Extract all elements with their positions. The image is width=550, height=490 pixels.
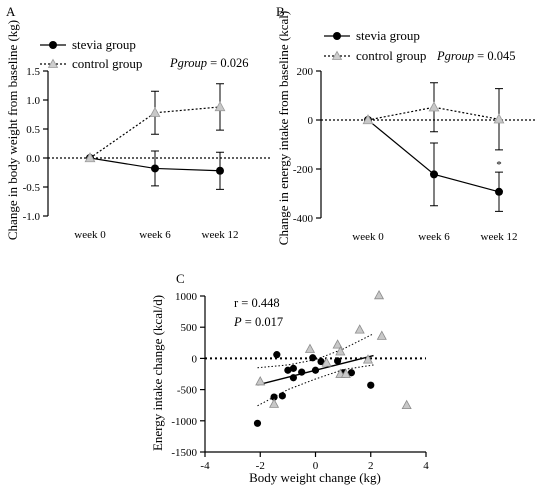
scatter-point [289,374,297,382]
panel-b-axes: -400 -200 0 200 week 0 week 6 week 12 [293,66,536,243]
panel-c-r-annotation: r = 0.448 [234,296,280,310]
panel-a: A -1.0 -0.5 0.0 0.5 1.0 1.5 week 0 week 6 week 1… [5,4,270,241]
scatter-point [347,369,356,377]
scatter-point [309,354,317,362]
panel-a-y-axis-label: Change in body weight from baseline (kg) [5,20,20,240]
panel-a-stat: Pgroup = 0.026 [169,56,248,70]
series-control [362,82,505,151]
scatter-point [298,368,306,376]
x-tick-label: 4 [423,460,429,472]
data-point [430,170,438,179]
scatter-point [367,381,375,389]
scatter-point [304,343,316,353]
y-tick-label: 500 [181,322,198,334]
x-tick-label: 0 [313,460,319,472]
scatter-point [284,366,292,374]
panel-c-label: C [176,271,185,286]
y-tick-label: -1.0 [23,211,41,223]
legend-control: control group [356,48,426,63]
y-tick-label: -1000 [171,416,197,428]
scatter-point [362,354,374,364]
significance-marker: * [496,159,502,171]
scatter-point [401,399,412,410]
series-control [255,289,412,410]
y-tick-label: 1000 [175,291,198,303]
data-point [362,114,374,125]
scatter-point [278,392,286,400]
data-point [216,166,224,175]
data-point [214,101,226,112]
confidence-band-lower [257,364,374,407]
legend-marker-control [331,50,343,60]
scatter-point [354,324,365,334]
scatter-point [376,330,387,340]
scatter-point [311,366,320,374]
series-stevia [86,150,224,190]
x-tick-label: week 6 [139,229,171,241]
legend-control: control group [72,56,142,71]
legend-stevia: stevia group [72,37,136,52]
data-point [428,101,440,112]
y-tick-label: -500 [177,385,198,397]
scatter-point [340,368,351,378]
scatter-point [317,357,325,366]
legend-marker-stevia [49,41,57,49]
scatter-point [270,393,278,401]
y-tick-label: -0.5 [23,182,41,194]
data-point [84,152,96,163]
scatter-point [334,357,342,365]
scatter-point [255,376,266,386]
scatter-point [289,364,297,372]
y-tick-label: 0 [192,353,198,365]
series-control [84,83,226,163]
legend-marker-stevia [333,32,341,40]
data-point [493,113,505,124]
x-tick-label: week 0 [74,229,106,241]
panel-b-y-axis-label: Change in energy intake from baseline (k… [276,11,291,245]
y-tick-label: -1500 [171,447,197,459]
x-tick-label: -2 [256,460,265,472]
scatter-point [321,357,332,367]
x-tick-label: week 12 [202,229,239,241]
scatter-point [273,351,281,359]
y-tick-label: 200 [297,66,314,78]
scatter-point [269,398,280,408]
panel-b: B -400 -200 0 200 week 0 week 6 week 12 * Chan… [276,4,536,245]
series-stevia [253,351,375,427]
panel-a-axes: -1.0 -0.5 0.0 0.5 1.0 1.5 week 0 week 6 week 12 [23,66,270,241]
panel-c-x-axis-label: Body weight change (kg) [249,470,381,485]
panel-a-legend: stevia group control group [40,37,142,71]
panel-c: C -1500 -1000 -500 0 500 1000 -4 -2 0 2 4 Energy i… [150,271,429,485]
scatter-point [332,339,343,349]
y-tick-label: 0 [308,115,314,127]
data-point [151,164,159,173]
x-tick-label: 2 [368,460,374,472]
data-point [149,106,161,117]
x-tick-label: -4 [200,460,210,472]
legend-stevia: stevia group [356,28,420,43]
panel-b-label: B [276,4,285,19]
x-tick-label: week 12 [481,231,518,243]
y-tick-label: -200 [293,164,314,176]
y-tick-label: -400 [293,213,314,225]
confidence-band-upper [257,333,374,369]
y-tick-label: 0.5 [26,124,40,136]
x-tick-label: week 0 [352,231,384,243]
panel-b-legend: stevia group control group [324,28,426,63]
y-tick-label: 0.0 [26,153,40,165]
panel-a-label: A [6,4,16,19]
panel-c-y-axis-label: Energy intake change (kcal/d) [150,295,165,451]
y-tick-label: 1.5 [26,66,40,78]
panel-c-p-annotation: P = 0.017 [233,315,283,329]
scatter-point [253,419,262,427]
panel-b-stat: Pgroup = 0.045 [436,49,515,63]
x-tick-label: week 6 [418,231,450,243]
scatter-point [373,289,385,300]
scatter-point [335,346,346,356]
y-tick-label: 1.0 [26,95,40,107]
legend-marker-control [47,58,59,68]
data-point [495,187,503,196]
panel-c-axes: -1500 -1000 -500 0 500 1000 -4 -2 0 2 4 [171,291,429,472]
